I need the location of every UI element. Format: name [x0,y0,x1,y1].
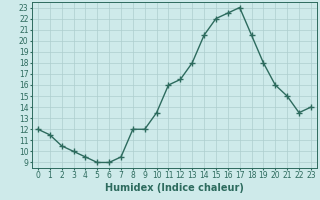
X-axis label: Humidex (Indice chaleur): Humidex (Indice chaleur) [105,183,244,193]
